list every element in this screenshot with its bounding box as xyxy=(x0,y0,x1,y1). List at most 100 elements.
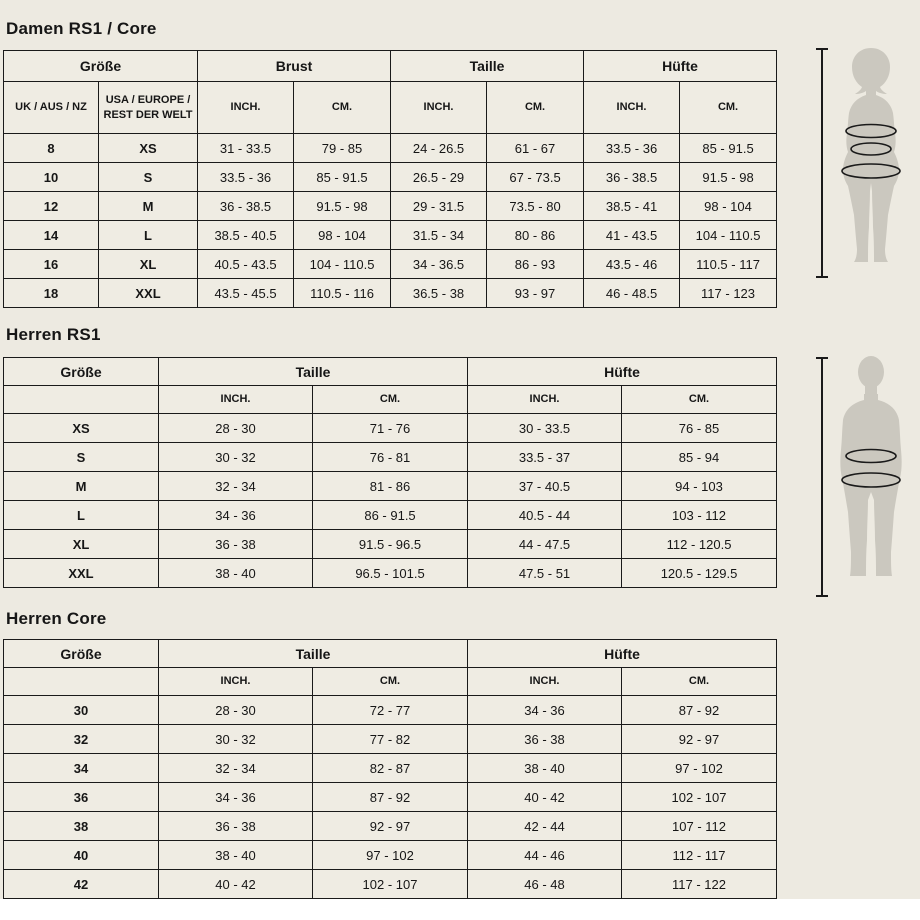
value-cell: 40.5 - 43.5 xyxy=(197,249,295,279)
value-cell: 87 - 92 xyxy=(311,782,469,812)
value-cell: 28 - 30 xyxy=(158,695,313,725)
value-cell: 102 - 107 xyxy=(621,782,778,812)
column-group-header: Taille xyxy=(390,50,585,82)
bust-measure-ellipse xyxy=(845,123,897,139)
value-cell: 40 - 42 xyxy=(158,869,313,899)
header-unit-row: INCH. CM. INCH. CM. xyxy=(3,667,778,696)
value-cell: 120.5 - 129.5 xyxy=(621,558,778,588)
table-row: S 30 - 32 76 - 81 33.5 - 37 85 - 94 xyxy=(3,442,778,472)
value-cell: 41 - 43.5 xyxy=(583,220,681,250)
size-cell: 30 xyxy=(3,695,159,725)
value-cell: 46 - 48.5 xyxy=(583,278,681,308)
column-unit-header: INCH. xyxy=(197,81,295,134)
value-cell: 110.5 - 117 xyxy=(679,249,778,279)
value-cell: 97 - 102 xyxy=(311,840,469,870)
value-cell: 87 - 92 xyxy=(621,695,778,725)
female-silhouette xyxy=(843,48,899,262)
table-row: 36 34 - 36 87 - 92 40 - 42 102 - 107 xyxy=(3,782,778,812)
size-cell: M xyxy=(3,471,159,501)
column-group-header: Taille xyxy=(157,357,469,386)
value-cell: 72 - 77 xyxy=(311,695,469,725)
value-cell: 34 - 36.5 xyxy=(390,249,488,279)
size-cell: S xyxy=(97,162,199,192)
table-row: 18 XXL 43.5 - 45.5 110.5 - 116 36.5 - 38 93 -… xyxy=(3,278,778,308)
size-cell: 14 xyxy=(3,220,99,250)
value-cell: 36 - 38 xyxy=(158,811,313,841)
value-cell: 92 - 97 xyxy=(311,811,469,841)
column-unit-header: INCH. xyxy=(390,81,488,134)
value-cell: 76 - 85 xyxy=(621,413,778,443)
table-row: 8 XS 31 - 33.5 79 - 85 24 - 26.5 61 - 67 33.5 … xyxy=(3,133,778,163)
value-cell: 36.5 - 38 xyxy=(390,278,488,308)
value-cell: 91.5 - 98 xyxy=(293,191,392,221)
size-cell: 38 xyxy=(3,811,159,841)
value-cell: 30 - 32 xyxy=(158,724,313,754)
value-cell: 33.5 - 36 xyxy=(197,162,295,192)
male-figure xyxy=(811,354,920,600)
value-cell: 24 - 26.5 xyxy=(390,133,488,163)
hip-measure-ellipse xyxy=(841,163,901,179)
header-group-row: Größe Brust Taille Hüfte xyxy=(2,50,778,82)
column-unit-header: INCH. xyxy=(467,667,623,696)
value-cell: 103 - 112 xyxy=(621,500,778,530)
value-cell: 36 - 38.5 xyxy=(197,191,295,221)
value-cell: 46 - 48 xyxy=(467,869,623,899)
table-row: 14 L 38.5 - 40.5 98 - 104 31.5 - 34 80 - 86 41… xyxy=(3,220,778,250)
value-cell: 85 - 91.5 xyxy=(679,133,778,163)
column-unit-header xyxy=(3,667,159,696)
column-group-header: Hüfte xyxy=(583,50,778,82)
value-cell: 117 - 122 xyxy=(621,869,778,899)
table-row: 32 30 - 32 77 - 82 36 - 38 92 - 97 xyxy=(3,724,778,754)
value-cell: 40 - 42 xyxy=(467,782,623,812)
header-unit-row: UK / AUS / NZ USA / EUROPE / REST DER WEL… xyxy=(3,81,778,134)
table-row: 38 36 - 38 92 - 97 42 - 44 107 - 112 xyxy=(3,811,778,841)
column-group-header: Brust xyxy=(197,50,392,82)
waist-measure-ellipse xyxy=(850,142,892,156)
value-cell: 82 - 87 xyxy=(311,753,469,783)
value-cell: 30 - 32 xyxy=(158,442,313,472)
table-row: XXL 38 - 40 96.5 - 101.5 47.5 - 51 120.5 - 1… xyxy=(3,558,778,588)
value-cell: 34 - 36 xyxy=(467,695,623,725)
value-cell: 44 - 46 xyxy=(467,840,623,870)
column-group-header: Größe xyxy=(3,639,159,668)
value-cell: 42 - 44 xyxy=(467,811,623,841)
value-cell: 61 - 67 xyxy=(486,133,585,163)
size-cell: 16 xyxy=(3,249,99,279)
herren-core-size-table: Größe Taille Hüfte INCH. CM. INCH. CM. 30 28 - 3… xyxy=(3,639,778,899)
value-cell: 104 - 110.5 xyxy=(293,249,392,279)
value-cell: 94 - 103 xyxy=(621,471,778,501)
value-cell: 86 - 93 xyxy=(486,249,585,279)
column-group-header: Hüfte xyxy=(467,639,778,668)
column-unit-header: CM. xyxy=(293,81,392,134)
section-title-damen-rs1-core: Damen RS1 / Core xyxy=(6,19,157,38)
value-cell: 107 - 112 xyxy=(621,811,778,841)
value-cell: 47.5 - 51 xyxy=(467,558,623,588)
value-cell: 29 - 31.5 xyxy=(390,191,488,221)
female-figure xyxy=(811,45,920,281)
column-unit-header: UK / AUS / NZ xyxy=(3,81,99,134)
value-cell: 33.5 - 37 xyxy=(467,442,623,472)
size-cell: 12 xyxy=(3,191,99,221)
value-cell: 31 - 33.5 xyxy=(197,133,295,163)
size-cell: L xyxy=(97,220,199,250)
value-cell: 30 - 33.5 xyxy=(467,413,623,443)
female-body-measurement-icon xyxy=(816,48,901,278)
male-body-measurement-icon xyxy=(816,356,902,597)
table-row: 30 28 - 30 72 - 77 34 - 36 87 - 92 xyxy=(3,695,778,725)
value-cell: 117 - 123 xyxy=(679,278,778,308)
value-cell: 37 - 40.5 xyxy=(467,471,623,501)
value-cell: 91.5 - 96.5 xyxy=(311,529,469,559)
value-cell: 31.5 - 34 xyxy=(390,220,488,250)
value-cell: 80 - 86 xyxy=(486,220,585,250)
column-unit-header xyxy=(3,385,159,414)
size-cell: XXL xyxy=(97,278,199,308)
value-cell: 91.5 - 98 xyxy=(679,162,778,192)
value-cell: 36 - 38.5 xyxy=(583,162,681,192)
hip-measure-ellipse xyxy=(841,472,901,488)
value-cell: 79 - 85 xyxy=(293,133,392,163)
value-cell: 33.5 - 36 xyxy=(583,133,681,163)
value-cell: 32 - 34 xyxy=(158,471,313,501)
size-cell: XL xyxy=(97,249,199,279)
value-cell: 102 - 107 xyxy=(311,869,469,899)
